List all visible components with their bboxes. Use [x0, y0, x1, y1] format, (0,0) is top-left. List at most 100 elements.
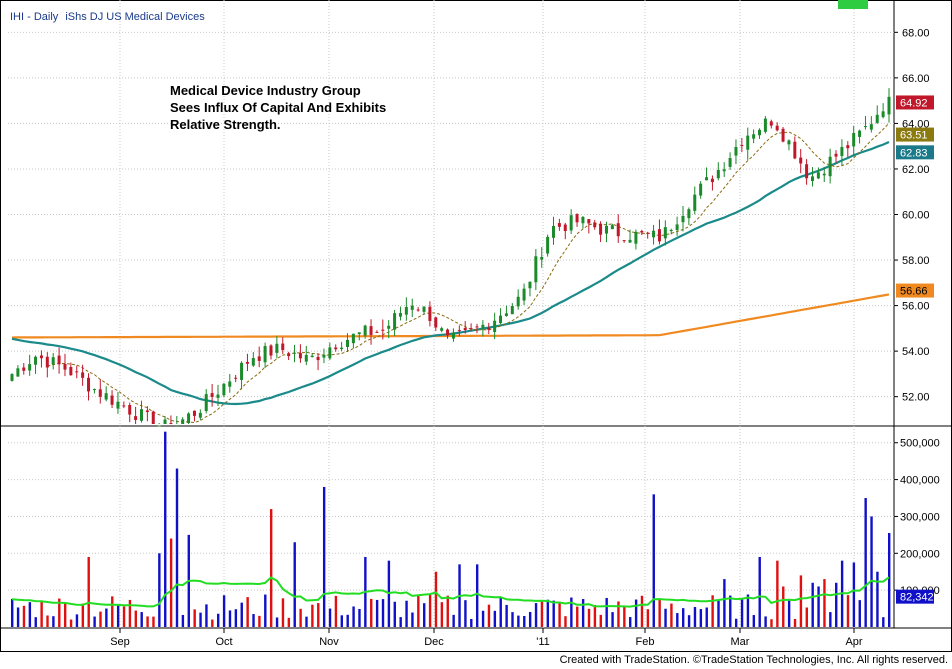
candle-body: [463, 328, 467, 331]
volume-bar: [805, 607, 808, 627]
volume-bar: [69, 619, 73, 627]
candle-body: [234, 377, 238, 379]
candle-body: [587, 219, 591, 224]
candle-down: [334, 344, 338, 352]
last-price-tag-bg: [896, 95, 934, 110]
candle-down: [39, 350, 43, 368]
candle-body: [769, 121, 773, 126]
ma-short-tag-text: 63.51: [900, 130, 928, 142]
month-label: Dec: [424, 636, 444, 648]
volume-bar: [199, 612, 202, 627]
volume-bar: [581, 599, 585, 627]
candle-up: [404, 297, 408, 321]
volume-bar: [705, 607, 708, 627]
candle-body: [81, 372, 85, 378]
volume-bar: [440, 602, 444, 627]
candle-down: [298, 344, 302, 363]
candle-up: [763, 116, 767, 134]
candle-body: [646, 232, 650, 234]
candle-up: [92, 388, 96, 394]
candle-up: [822, 167, 826, 183]
candle-body: [481, 324, 485, 328]
candle-body: [87, 377, 91, 392]
candle-down: [134, 406, 138, 424]
chart-title: IHI - Daily iShs DJ US Medical Devices: [10, 11, 209, 23]
candle-body: [816, 172, 820, 179]
volume-bar: [228, 610, 232, 627]
ma-mid-tag: 62.83: [896, 145, 934, 160]
volume-bar: [664, 608, 667, 627]
volume-bar: [617, 601, 620, 627]
price-tick-label: 56.00: [902, 301, 930, 313]
volume-bar: [593, 605, 597, 627]
candle-body: [669, 230, 673, 232]
volume-bar: [399, 617, 402, 627]
volume-bar: [87, 556, 90, 627]
candle-up: [522, 283, 526, 306]
candle-body: [245, 361, 249, 364]
volume-bar: [16, 607, 20, 627]
volume-bar: [846, 595, 850, 627]
volume-bar: [640, 595, 644, 627]
candle-body: [634, 231, 638, 244]
price-tick-label: 62.00: [902, 164, 930, 176]
candle-up: [181, 417, 185, 424]
candle-body: [75, 371, 79, 373]
ma-long-tag-text: 56.66: [900, 286, 928, 298]
ma-mid-tag-text: 62.83: [900, 147, 928, 159]
candle-up: [663, 220, 667, 246]
volume-bar: [487, 604, 491, 627]
candle-body: [357, 332, 361, 335]
candle-body: [328, 347, 332, 359]
volume-bar: [634, 599, 638, 627]
candle-up: [552, 216, 556, 245]
candle-body: [746, 135, 750, 150]
volume-bar: [340, 615, 344, 627]
volume-bar: [328, 608, 332, 627]
volume-bar: [835, 582, 838, 627]
volume-bar: [829, 612, 832, 627]
candle-body: [145, 410, 149, 413]
volume-bar: [787, 599, 791, 627]
candle-down: [87, 373, 91, 401]
volume-bar: [22, 605, 26, 627]
candle-body: [675, 224, 679, 230]
volume-bar: [776, 560, 779, 627]
candle-up: [581, 216, 585, 229]
ma-long-tag-bg: [896, 283, 934, 298]
volume-bar: [375, 599, 379, 627]
candle-body: [828, 156, 832, 177]
candle-down: [846, 141, 850, 158]
volume-bar: [817, 586, 820, 627]
candle-body: [522, 288, 526, 301]
annotation-line-2: Sees Influx Of Capital And Exhibits: [170, 100, 387, 115]
candle-down: [110, 390, 114, 408]
volume-bar: [446, 595, 449, 627]
candle-down: [657, 219, 661, 245]
candle-body: [763, 118, 767, 132]
candle-up: [787, 139, 791, 151]
candle-body: [534, 256, 538, 283]
volume-bar: [681, 608, 685, 627]
volume-bar: [876, 571, 879, 627]
volume-bar: [146, 616, 149, 627]
volume-bar: [305, 616, 308, 627]
volume-bar: [493, 610, 497, 627]
volume-bar: [793, 618, 797, 627]
candle-up: [816, 167, 820, 180]
candle-body: [440, 328, 444, 331]
candle-up: [10, 373, 14, 382]
candle-up: [440, 326, 444, 333]
candle-down: [416, 307, 420, 312]
candle-up: [304, 345, 308, 366]
volume-tick-label: 400,000: [900, 475, 940, 487]
candle-down: [805, 159, 809, 185]
volume-bar: [164, 431, 167, 627]
candle-body: [793, 141, 797, 159]
candle-up: [51, 352, 55, 370]
candle-body: [310, 355, 314, 358]
candle-down: [81, 364, 85, 386]
candle-down: [210, 384, 214, 407]
candle-body: [393, 313, 397, 330]
